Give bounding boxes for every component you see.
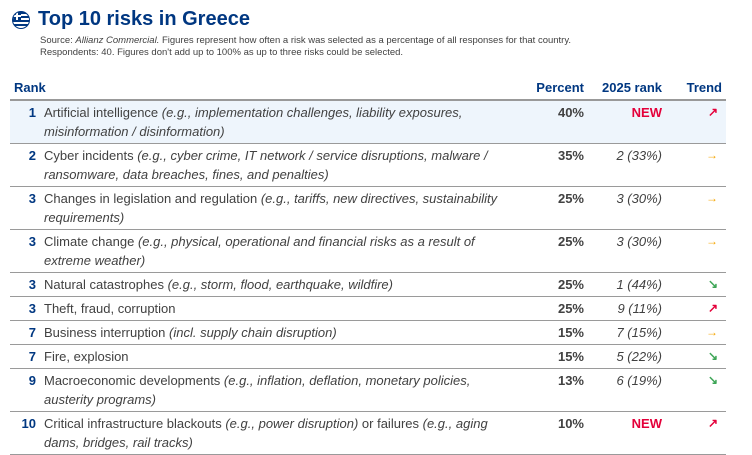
risk-name: Theft, fraud, corruption [44,301,176,316]
table-row: 3 Changes in legislation and regulation (… [10,186,726,230]
trend-down-icon: ↘ [666,368,726,412]
risk-cell: Macroeconomic developments (e.g., inflat… [40,368,520,412]
trend-down-icon: ↘ [666,344,726,369]
rank: 1 [10,100,40,144]
table-row: 9 Macroeconomic developments (e.g., infla… [10,368,726,412]
risk-detail: (e.g., storm, flood, earthquake, wildfir… [163,277,393,292]
risk-cell: Business interruption (incl. supply chai… [40,320,520,345]
risk-detail: (e.g., tariffs, new directives, sustaina… [44,191,498,225]
title-row: Top 10 risks in Greece [12,8,250,31]
risk-detail: (e.g., power disruption) [221,416,359,431]
percent: 15% [520,344,588,369]
table-row: 3 Natural catastrophes (e.g., storm, floo… [10,272,726,297]
col-percent: Percent [520,78,588,101]
risk-cell: Theft, fraud, corruption [40,296,520,321]
new-badge: NEW [588,411,666,455]
percent: 25% [520,229,588,273]
rank: 10 [10,411,40,455]
table-row: 3 Climate change (e.g., physical, operati… [10,229,726,273]
page-title: Top 10 risks in Greece [38,8,250,30]
risk-cell: Climate change (e.g., physical, operatio… [40,229,520,273]
rank-2025: 2 (33%) [588,143,666,187]
rank-2025: 3 (30%) [588,186,666,230]
rank-2025: 3 (30%) [588,229,666,273]
percent: 35% [520,143,588,187]
risk-name: Changes in legislation and regulation [44,191,258,206]
trend-flat-icon: → [666,229,726,273]
source-text: Figures represent how often a risk was s… [159,35,572,46]
trend-flat-icon: → [666,186,726,230]
rank-2025: 7 (15%) [588,320,666,345]
col-2025-rank: 2025 rank [588,78,666,101]
risk-cell: Artificial intelligence (e.g., implement… [40,100,520,144]
table-row: 7 Business interruption (incl. supply cha… [10,320,726,345]
percent: 10% [520,411,588,455]
risk-detail: (incl. supply chain disruption) [165,325,337,340]
table-header: Rank Percent 2025 rank Trend [10,78,726,101]
risk-name: Climate change [44,234,135,249]
percent: 25% [520,296,588,321]
source-note: Source: Allianz Commercial. Figures repr… [40,35,571,59]
rank: 7 [10,344,40,369]
trend-flat-icon: → [666,320,726,345]
percent: 25% [520,186,588,230]
percent: 15% [520,320,588,345]
table-row: 1 Artificial intelligence (e.g., implemen… [10,100,726,144]
rank-2025: 6 (19%) [588,368,666,412]
source-name: Allianz Commercial. [75,35,160,46]
percent: 25% [520,272,588,297]
greece-flag-icon [12,10,30,29]
rank-2025: 1 (44%) [588,272,666,297]
trend-up-icon: ↗ [666,411,726,455]
risk-cell: Changes in legislation and regulation (e… [40,186,520,230]
rank-2025: 9 (11%) [588,296,666,321]
table-row: 10 Critical infrastructure blackouts (e.g… [10,411,726,455]
risk-detail: (e.g., implementation challenges, liabil… [44,105,463,139]
table-row: 3 Theft, fraud, corruption 25% 9 (11%) ↗ [10,296,726,321]
risk-cell: Natural catastrophes (e.g., storm, flood… [40,272,520,297]
rank: 3 [10,186,40,230]
source-label: Source: [40,35,73,46]
table-row: 2 Cyber incidents (e.g., cyber crime, IT … [10,143,726,187]
trend-down-icon: ↘ [666,272,726,297]
rank: 9 [10,368,40,412]
risk-detail: (e.g., cyber crime, IT network / service… [44,148,488,182]
percent: 13% [520,368,588,412]
trend-flat-icon: → [666,143,726,187]
rank: 3 [10,272,40,297]
risk-name: Fire, explosion [44,349,129,364]
col-trend: Trend [666,78,726,101]
rank: 3 [10,229,40,273]
col-rank: Rank [10,78,520,101]
risk-name: Macroeconomic developments [44,373,221,388]
risk-name: Artificial intelligence [44,105,159,120]
risk-cell: Fire, explosion [40,344,520,369]
risk-name: Business interruption [44,325,166,340]
risk-cell: Critical infrastructure blackouts (e.g.,… [40,411,520,455]
table-row: 7 Fire, explosion 15% 5 (22%) ↘ [10,344,726,369]
rank: 7 [10,320,40,345]
risk-name: Natural catastrophes [44,277,164,292]
risks-table: Rank Percent 2025 rank Trend 1 Artificial… [10,78,726,455]
respondents-note: Respondents: 40. Figures don't add up to… [40,47,404,58]
risk-name: Critical infrastructure blackouts [44,416,222,431]
risk-detail: (e.g., inflation, deflation, monetary po… [44,373,471,407]
risk-cell: Cyber incidents (e.g., cyber crime, IT n… [40,143,520,187]
rank-2025: 5 (22%) [588,344,666,369]
risk-tail: or failures [358,416,420,431]
rank: 3 [10,296,40,321]
percent: 40% [520,100,588,144]
trend-up-icon: ↗ [666,100,726,144]
new-badge: NEW [588,100,666,144]
rank: 2 [10,143,40,187]
risk-detail: (e.g., physical, operational and financi… [44,234,475,268]
risk-name: Cyber incidents [44,148,134,163]
trend-up-icon: ↗ [666,296,726,321]
